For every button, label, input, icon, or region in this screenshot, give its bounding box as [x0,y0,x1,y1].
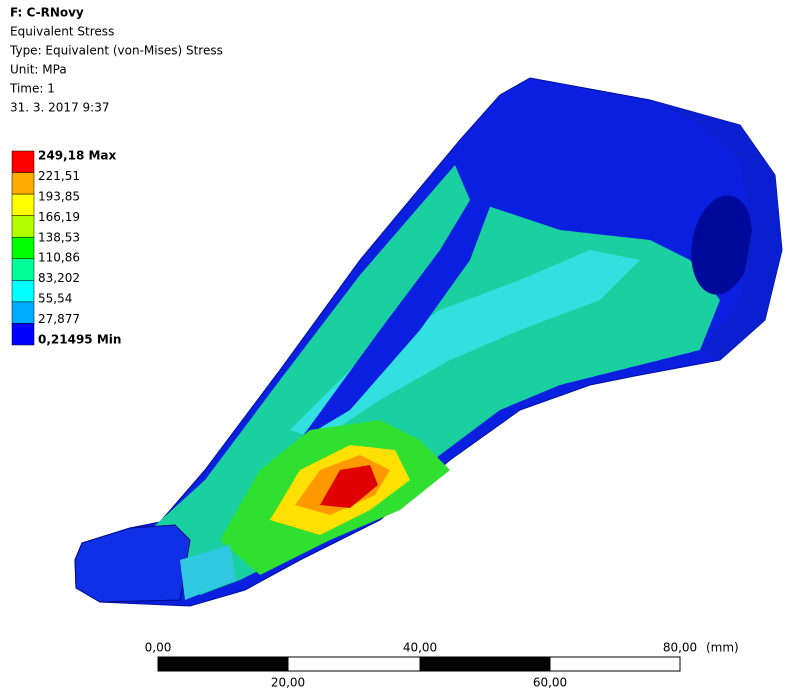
header-line: Time: 1 [9,82,55,96]
scale-label: 20,00 [271,676,305,690]
legend-label: 83,202 [38,271,80,285]
scale-segment [420,657,550,671]
legend-swatch [12,237,34,259]
scale-label: 0,00 [145,641,172,655]
scale-segment [288,657,420,671]
legend-label: 110,86 [38,251,80,265]
legend-swatch [12,259,34,281]
scale-segment [550,657,680,671]
header-line: 31. 3. 2017 9:37 [10,101,109,115]
legend-label: 249,18 Max [38,149,117,163]
header-line: Type: Equivalent (von-Mises) Stress [9,44,223,58]
legend-label: 193,85 [38,189,80,203]
scale-unit: (mm) [706,641,739,655]
legend-swatch [12,216,34,238]
viewport: F: C-RNovy Equivalent Stress Type: Equiva… [0,0,790,690]
legend-label: 0,21495 Min [38,333,121,347]
legend-swatch [12,302,34,324]
title: F: C-RNovy [10,6,84,20]
header-line: Unit: MPa [10,63,67,77]
legend-swatch [12,173,34,195]
scale-label: 80,00 [663,641,697,655]
legend-label: 221,51 [38,169,80,183]
legend-label: 166,19 [38,210,80,224]
legend-label: 55,54 [38,292,72,306]
legend-swatch [12,280,34,302]
legend-label: 138,53 [38,230,80,244]
legend-label: 27,877 [38,312,80,326]
scale-segment [158,657,288,671]
scale-label: 60,00 [533,676,567,690]
legend-swatch [12,151,34,173]
legend-swatch [12,194,34,216]
scale-label: 40,00 [403,641,437,655]
legend-swatch [12,323,34,345]
header-line: Equivalent Stress [10,25,114,39]
